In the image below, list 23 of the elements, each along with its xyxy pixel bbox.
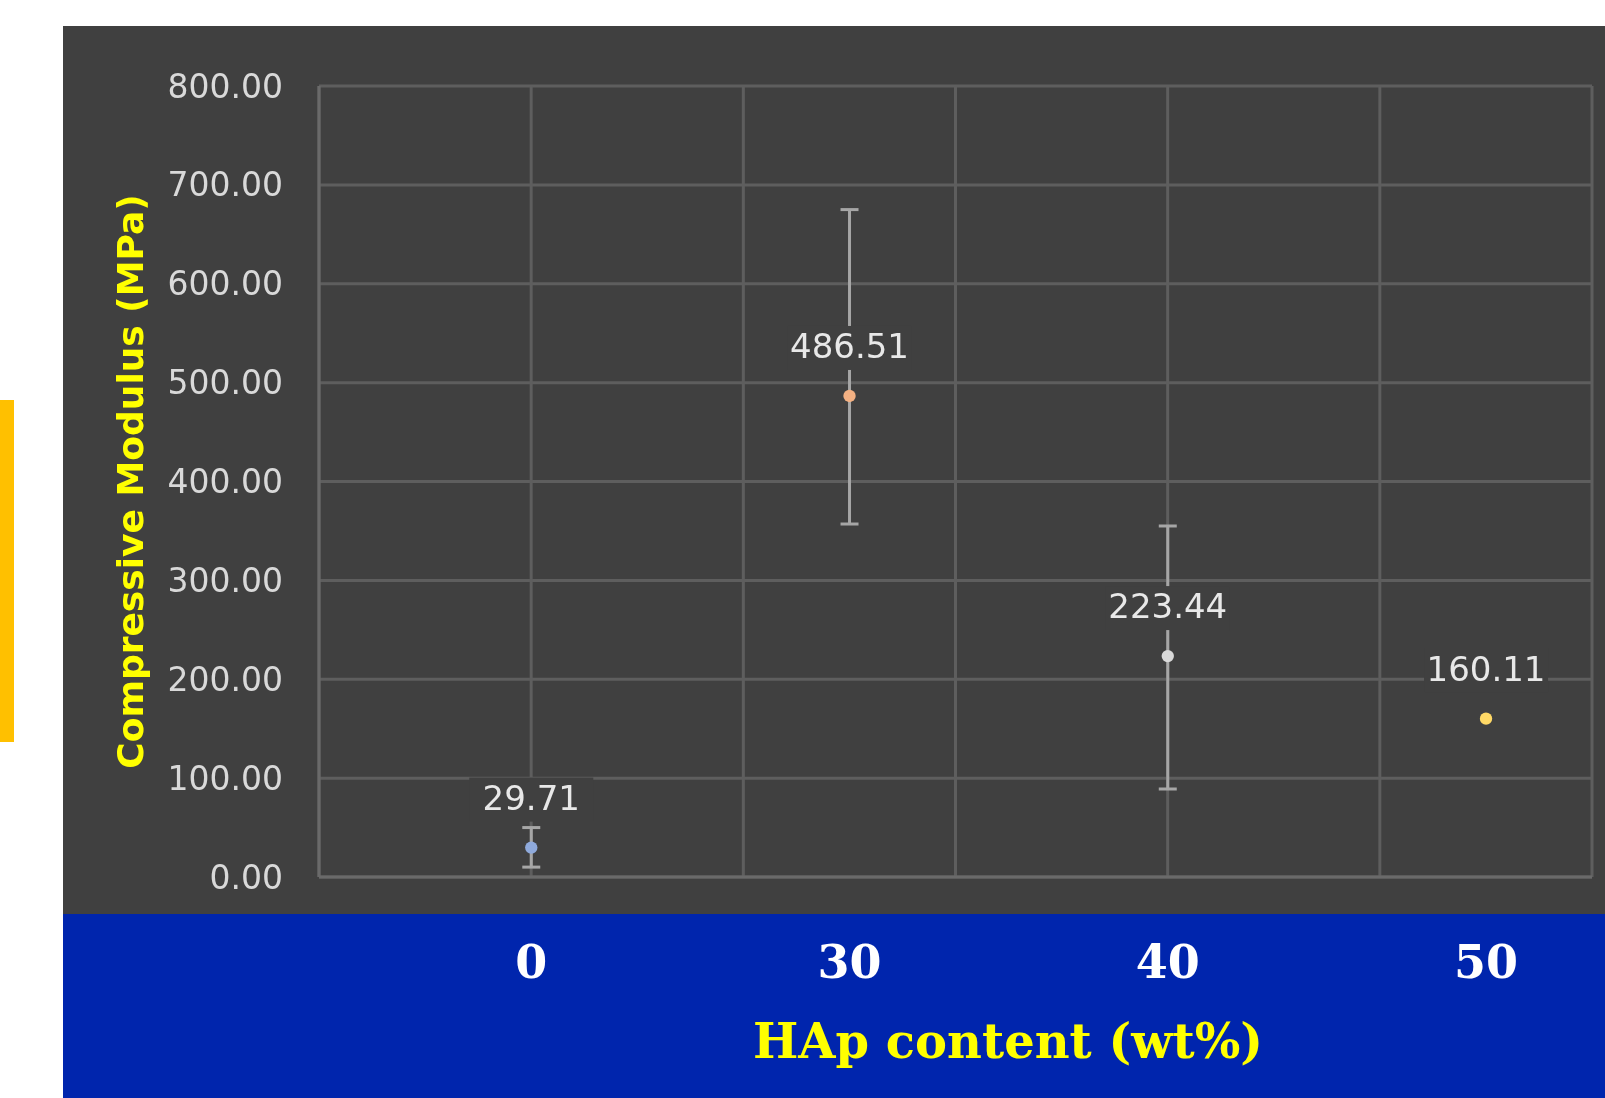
x-tick-label: 40 <box>1135 935 1200 989</box>
x-tick-label: 30 <box>817 935 882 989</box>
data-label: 486.51 <box>790 325 910 366</box>
y-tick-label: 400.00 <box>167 462 283 502</box>
y-tick-label: 500.00 <box>167 363 283 403</box>
data-label: 223.44 <box>1108 586 1228 627</box>
x-tick-label: 0 <box>515 935 548 989</box>
y-tick-label: 200.00 <box>167 659 283 699</box>
x-tick-label: 50 <box>1454 935 1519 989</box>
data-label: 29.71 <box>482 777 580 818</box>
y-tick-label: 0.00 <box>209 857 283 897</box>
y-tick-label: 100.00 <box>167 758 283 798</box>
point <box>1161 649 1174 663</box>
y-axis-title: Compressive Modulus (MPa) <box>110 194 151 769</box>
y-tick-label: 700.00 <box>167 165 283 205</box>
data-label: 160.11 <box>1426 648 1546 689</box>
point <box>1479 712 1493 725</box>
point <box>525 841 538 854</box>
x-axis-title: HAp content (wt%) <box>752 1013 1264 1069</box>
y-tick-label: 800.00 <box>167 66 283 106</box>
point <box>843 389 856 403</box>
y-tick-label: 300.00 <box>167 560 283 600</box>
y-tick-label: 600.00 <box>167 264 283 304</box>
